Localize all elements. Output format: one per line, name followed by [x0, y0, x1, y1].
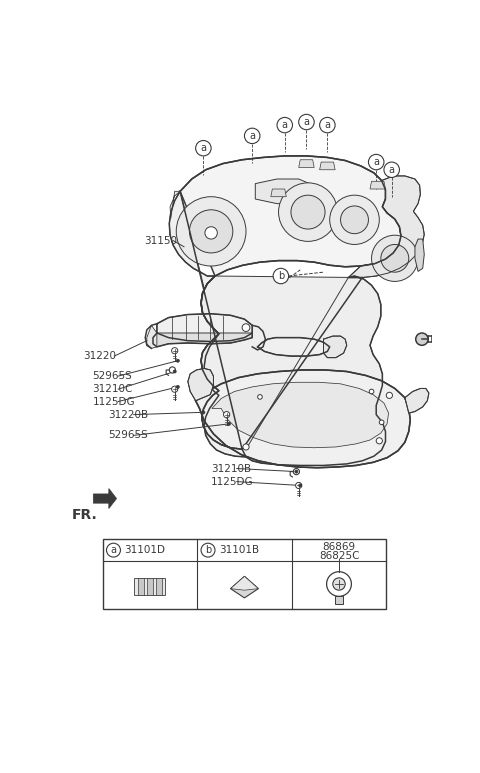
- Circle shape: [176, 196, 246, 266]
- Polygon shape: [348, 176, 424, 278]
- Circle shape: [369, 390, 374, 393]
- Polygon shape: [147, 578, 153, 594]
- Circle shape: [169, 367, 176, 373]
- Circle shape: [258, 394, 262, 399]
- Text: 52965S: 52965S: [108, 431, 148, 441]
- Text: b: b: [205, 545, 211, 555]
- Circle shape: [190, 209, 233, 253]
- Polygon shape: [415, 239, 424, 271]
- Polygon shape: [196, 370, 410, 468]
- Polygon shape: [405, 389, 429, 413]
- Circle shape: [107, 543, 120, 557]
- Text: 86825C: 86825C: [319, 550, 359, 560]
- Text: a: a: [373, 157, 379, 167]
- Polygon shape: [137, 578, 144, 594]
- Polygon shape: [230, 577, 258, 590]
- Text: a: a: [110, 545, 117, 555]
- Polygon shape: [180, 156, 401, 426]
- Text: 52965S: 52965S: [93, 371, 132, 381]
- Polygon shape: [370, 182, 385, 189]
- Text: 31101B: 31101B: [219, 545, 259, 555]
- Polygon shape: [157, 314, 252, 342]
- Polygon shape: [147, 325, 157, 349]
- Text: a: a: [389, 165, 395, 175]
- Circle shape: [372, 235, 418, 281]
- Polygon shape: [212, 383, 389, 448]
- Circle shape: [172, 348, 178, 354]
- Circle shape: [326, 572, 351, 596]
- Circle shape: [172, 386, 178, 392]
- Text: 31210B: 31210B: [211, 464, 251, 474]
- Circle shape: [379, 420, 384, 424]
- Polygon shape: [320, 162, 335, 170]
- Circle shape: [242, 324, 250, 332]
- Circle shape: [320, 117, 335, 133]
- Circle shape: [293, 468, 300, 475]
- Circle shape: [299, 484, 302, 487]
- Circle shape: [205, 226, 217, 239]
- Circle shape: [330, 195, 379, 244]
- Circle shape: [376, 438, 383, 444]
- Text: 1125DG: 1125DG: [211, 477, 254, 487]
- Text: 31101D: 31101D: [124, 545, 165, 555]
- Text: 31150: 31150: [144, 236, 177, 246]
- Circle shape: [228, 422, 230, 425]
- Circle shape: [381, 244, 409, 272]
- Text: FR.: FR.: [72, 508, 97, 522]
- Bar: [103, 540, 385, 608]
- Polygon shape: [201, 276, 385, 465]
- Circle shape: [384, 162, 399, 178]
- Circle shape: [296, 482, 302, 489]
- Text: 86869: 86869: [323, 542, 356, 552]
- Text: 31220B: 31220B: [108, 410, 148, 420]
- Text: a: a: [200, 143, 206, 153]
- Text: a: a: [249, 131, 255, 141]
- Circle shape: [277, 117, 292, 133]
- Circle shape: [340, 206, 369, 233]
- Text: b: b: [278, 271, 284, 281]
- Text: 31220: 31220: [83, 351, 116, 361]
- Circle shape: [196, 141, 211, 156]
- Polygon shape: [93, 489, 117, 509]
- Circle shape: [202, 410, 205, 414]
- Polygon shape: [255, 179, 310, 203]
- Circle shape: [295, 470, 298, 473]
- Circle shape: [243, 444, 249, 450]
- Circle shape: [369, 155, 384, 170]
- Text: 31210C: 31210C: [93, 384, 133, 394]
- Polygon shape: [156, 578, 162, 594]
- Text: a: a: [324, 120, 330, 130]
- Text: 1125DG: 1125DG: [93, 397, 135, 407]
- Polygon shape: [271, 189, 286, 196]
- Polygon shape: [258, 338, 330, 356]
- Polygon shape: [134, 578, 166, 594]
- Circle shape: [224, 411, 230, 417]
- Polygon shape: [188, 369, 214, 400]
- Polygon shape: [170, 192, 180, 218]
- Polygon shape: [324, 336, 347, 358]
- Polygon shape: [299, 160, 314, 168]
- Text: a: a: [303, 117, 310, 127]
- Polygon shape: [230, 577, 258, 598]
- Circle shape: [386, 392, 393, 398]
- Polygon shape: [335, 596, 343, 604]
- Polygon shape: [169, 192, 246, 457]
- Circle shape: [173, 370, 176, 373]
- Circle shape: [333, 578, 345, 590]
- Circle shape: [201, 543, 215, 557]
- Circle shape: [416, 333, 428, 346]
- Circle shape: [278, 183, 337, 241]
- Circle shape: [176, 386, 180, 389]
- Circle shape: [291, 195, 325, 229]
- Circle shape: [244, 128, 260, 144]
- Text: a: a: [282, 120, 288, 130]
- Circle shape: [176, 359, 180, 363]
- Circle shape: [273, 268, 288, 284]
- Polygon shape: [153, 333, 252, 347]
- Circle shape: [299, 114, 314, 130]
